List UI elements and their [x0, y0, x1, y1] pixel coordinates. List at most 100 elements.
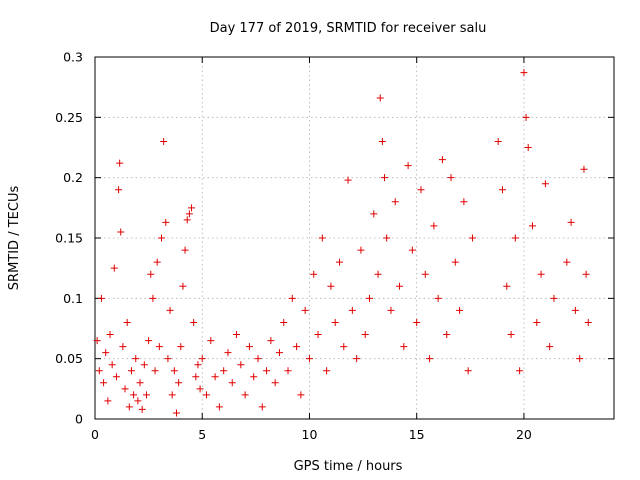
data-point [130, 391, 138, 399]
data-point [383, 234, 391, 242]
data-point [417, 186, 425, 194]
data-point [421, 270, 429, 278]
data-point [211, 373, 219, 381]
data-point [160, 137, 168, 145]
data-point [348, 306, 356, 314]
data-point [194, 361, 202, 369]
data-point [220, 367, 228, 375]
data-point [456, 306, 464, 314]
data-point [468, 234, 476, 242]
data-point [136, 379, 144, 387]
data-point [529, 222, 537, 230]
y-tick-label: 0.15 [55, 231, 83, 246]
data-point [353, 355, 361, 363]
data-point [138, 405, 146, 413]
data-point [241, 391, 249, 399]
data-point [378, 137, 386, 145]
data-point [179, 282, 187, 290]
data-point [305, 355, 313, 363]
data-point [140, 361, 148, 369]
data-point [516, 367, 524, 375]
data-point [582, 270, 590, 278]
data-point [117, 228, 125, 236]
x-tick-label: 10 [302, 427, 318, 442]
data-point [263, 367, 271, 375]
data-point [297, 391, 305, 399]
data-point [438, 156, 446, 164]
data-point [116, 159, 124, 167]
data-point [203, 391, 211, 399]
data-point [188, 204, 196, 212]
y-tick-label: 0.25 [55, 110, 83, 125]
data-point [288, 294, 296, 302]
chart-title: Day 177 of 2019, SRMTID for receiver sal… [210, 21, 487, 36]
data-point [237, 361, 245, 369]
data-points [93, 69, 592, 417]
data-point [104, 397, 112, 405]
data-point [567, 218, 575, 226]
data-point [533, 318, 541, 326]
y-tick-label: 0.1 [63, 291, 83, 306]
data-point [153, 258, 161, 266]
data-point [366, 294, 374, 302]
data-point [357, 246, 365, 254]
data-point [327, 282, 335, 290]
data-point [310, 270, 318, 278]
data-point [376, 94, 384, 102]
data-point [524, 144, 532, 151]
data-point [374, 270, 382, 278]
data-point [123, 318, 131, 326]
data-point [361, 331, 369, 339]
data-point [168, 391, 176, 399]
data-point [164, 355, 172, 363]
data-point [580, 165, 588, 173]
data-point [271, 379, 279, 387]
data-point [537, 270, 545, 278]
data-point [224, 349, 232, 357]
data-point [190, 318, 198, 326]
data-point [494, 137, 502, 145]
data-point [175, 379, 183, 387]
y-tick-label: 0 [75, 412, 83, 427]
data-point [198, 355, 206, 363]
data-point [155, 343, 163, 351]
data-point [335, 258, 343, 266]
data-point [177, 343, 185, 351]
y-tick-label: 0.2 [63, 170, 83, 185]
data-point [571, 306, 579, 314]
data-point [522, 113, 530, 121]
data-point [228, 379, 236, 387]
axis-ticks: 0 5 10 15 20 0 0.05 0.1 0.15 0.2 0.25 0.3 [55, 50, 614, 442]
data-point [451, 258, 459, 266]
data-point [434, 294, 442, 302]
x-tick-label: 20 [516, 427, 532, 442]
data-point [396, 282, 404, 290]
data-point [563, 258, 571, 266]
data-point [250, 373, 258, 381]
data-point [254, 355, 262, 363]
y-tick-label: 0.3 [63, 50, 83, 65]
data-point [192, 373, 200, 381]
data-point [344, 176, 352, 184]
data-point [127, 367, 135, 375]
data-point [215, 403, 223, 411]
data-point [207, 337, 215, 345]
data-point [157, 234, 165, 242]
data-point [95, 367, 103, 375]
data-point [125, 403, 133, 411]
data-point [408, 246, 416, 254]
data-point [172, 409, 180, 417]
data-point [323, 367, 331, 375]
data-point [162, 218, 170, 226]
data-point [196, 385, 204, 393]
data-point [121, 385, 129, 393]
data-point [258, 403, 266, 411]
data-point [381, 174, 389, 182]
data-point [443, 331, 451, 339]
data-point [245, 343, 253, 351]
data-point [426, 355, 434, 363]
data-point [170, 367, 178, 375]
data-point [314, 331, 322, 339]
